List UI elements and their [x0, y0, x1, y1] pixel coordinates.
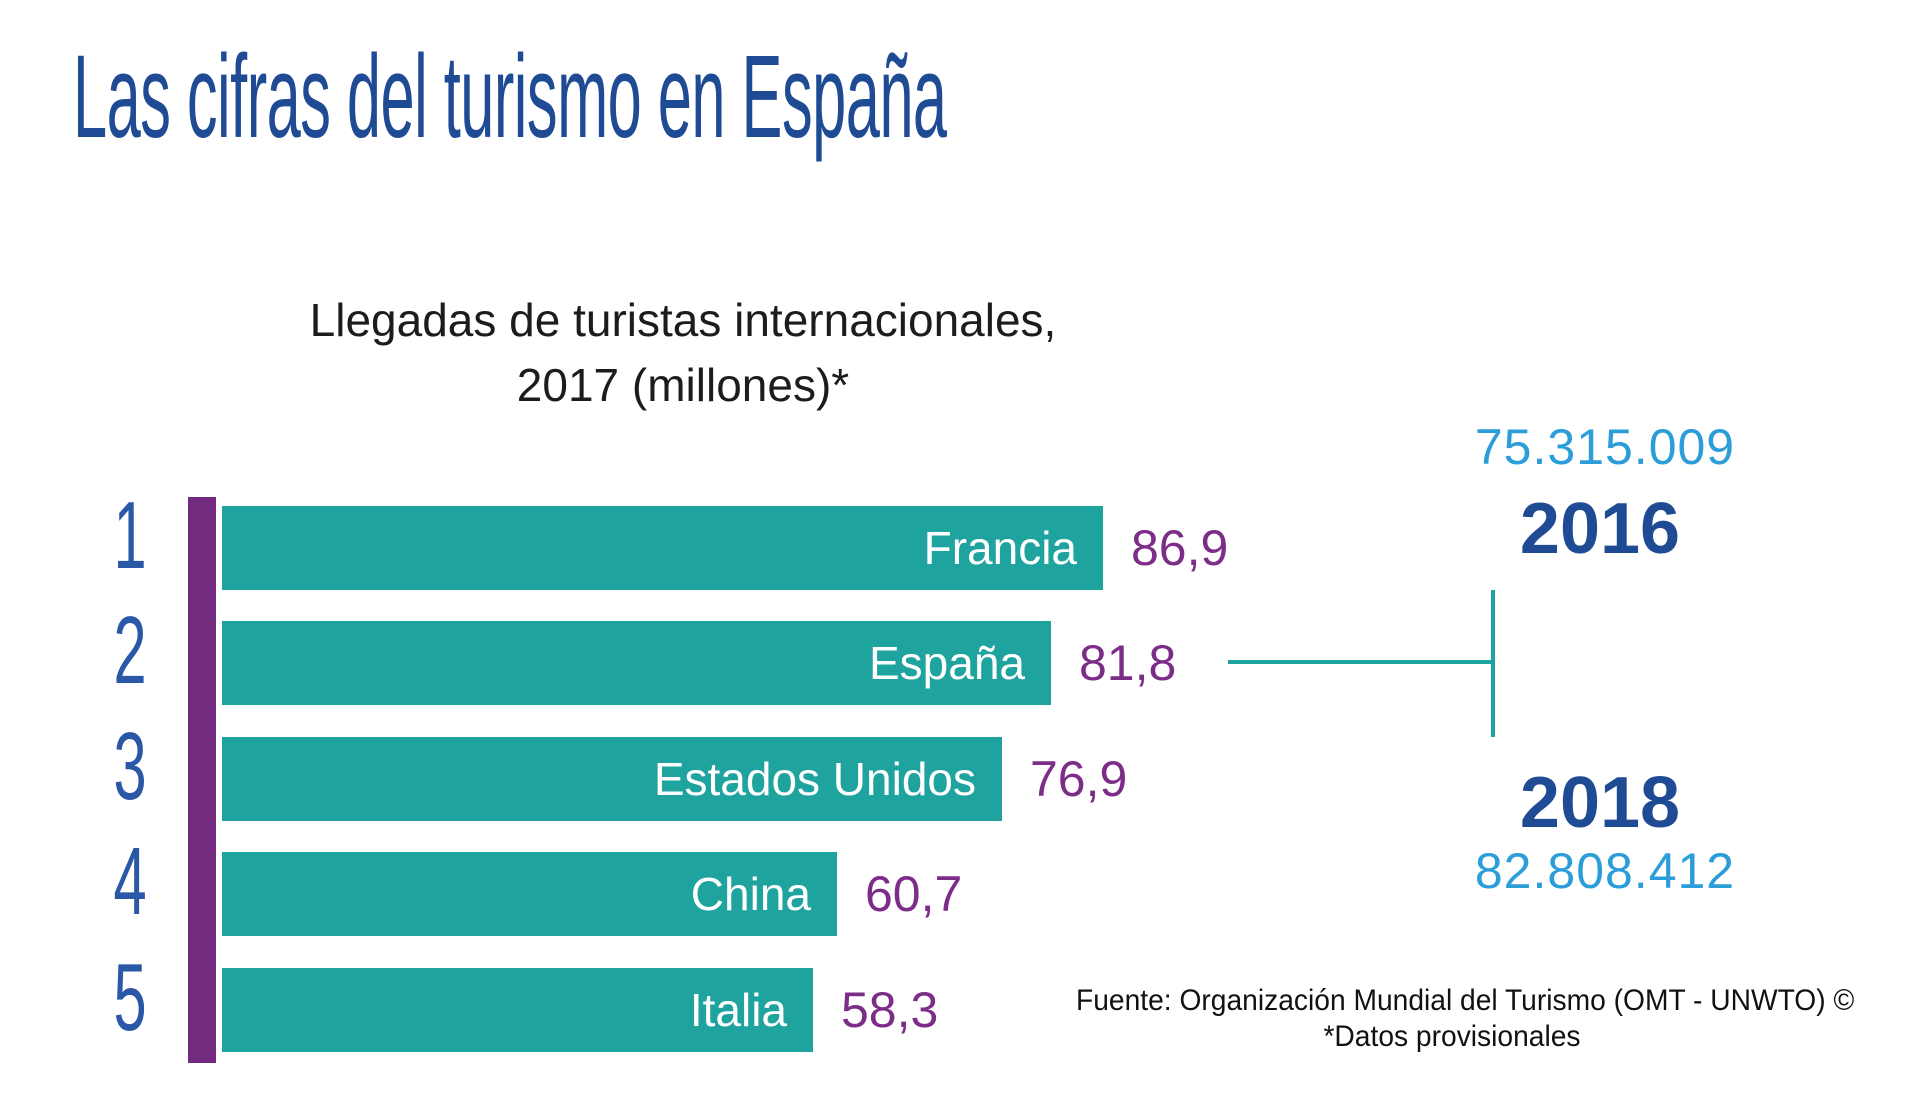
rank-label: 5: [113, 944, 147, 1051]
bar-row-china: 4 China 60,7: [0, 834, 1921, 936]
bar-value-label: 76,9: [1030, 751, 1128, 807]
year-2016-label: 2016: [1519, 489, 1681, 569]
rank-label: 2: [113, 597, 147, 704]
bar-value-label: 86,9: [1131, 520, 1229, 576]
bar-country-label: España: [868, 637, 1025, 689]
bar-row-espana: 2 España 81,8: [0, 603, 1921, 705]
rank-label: 1: [113, 482, 147, 589]
bar-china: China: [222, 852, 837, 936]
bar-value-label: 60,7: [865, 866, 963, 922]
bar-francia: Francia: [222, 506, 1103, 590]
bar-country-label: China: [690, 868, 811, 920]
bar-estados-unidos: Estados Unidos: [222, 737, 1002, 821]
source-line1: Fuente: Organización Mundial del Turismo…: [1076, 984, 1855, 1017]
rank-label: 4: [113, 828, 147, 935]
bar-value-label: 58,3: [841, 982, 939, 1038]
bar-country-label: Francia: [923, 522, 1077, 574]
bar-italia: Italia: [222, 968, 813, 1052]
year-2018-label: 2018: [1519, 763, 1681, 843]
bar-row-francia: 1 Francia 86,9: [0, 488, 1921, 590]
bar-country-label: Estados Unidos: [653, 753, 976, 805]
chart-title-line1: Llegadas de turistas internacionales,: [309, 294, 1057, 346]
connector-line-vertical: [1491, 590, 1495, 737]
source-note: Fuente: Organización Mundial del Turismo…: [1076, 983, 1855, 1055]
connector-line-horizontal: [1228, 660, 1493, 664]
page-title: Las cifras del turismo en España: [73, 31, 947, 163]
arrivals-2018-value: 82.808.412: [1474, 843, 1736, 899]
rank-label: 3: [113, 713, 147, 820]
chart-title-line2: 2017 (millones)*: [516, 359, 850, 411]
bar-value-label: 81,8: [1079, 635, 1177, 691]
bar-row-estados-unidos: 3 Estados Unidos 76,9: [0, 719, 1921, 821]
bar-espana: España: [222, 621, 1051, 705]
source-line2: *Datos provisionales: [1323, 1020, 1581, 1053]
bar-row-italia: 5 Italia 58,3: [0, 950, 1921, 1052]
bar-country-label: Italia: [689, 984, 787, 1036]
chart-title: Llegadas de turistas internacionales, 20…: [240, 288, 1126, 418]
arrivals-2016-value: 75.315.009: [1474, 419, 1736, 475]
rank-axis-bar: [188, 497, 216, 1063]
